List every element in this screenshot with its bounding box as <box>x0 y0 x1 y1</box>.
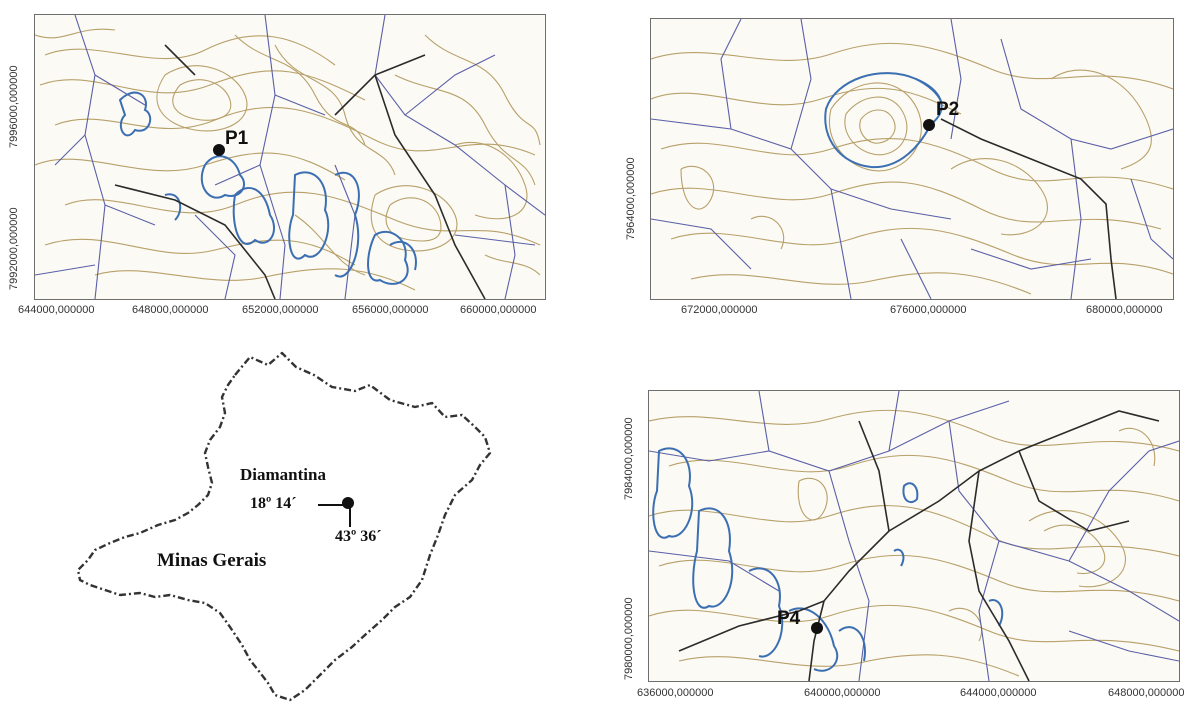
state-label: Minas Gerais <box>157 550 267 571</box>
map-p2-x-tick: 680000,000000 <box>1086 304 1163 316</box>
map-panel-p1[interactable]: P1 <box>34 14 546 300</box>
map-p1-y-tick: 7992000,000000 <box>8 207 20 290</box>
map-panel-p4[interactable]: P4 <box>648 390 1180 682</box>
map-p1-x-tick: 652000,000000 <box>242 304 319 316</box>
map-p4-x-tick: 644000,000000 <box>960 687 1037 699</box>
map-panel-p2[interactable]: P2 <box>650 18 1174 300</box>
state-outline-map <box>76 351 492 702</box>
road-network <box>940 118 1117 299</box>
map-p2-point-label: P2 <box>936 99 960 120</box>
drainage-network <box>35 15 545 299</box>
map-p1-canvas <box>35 15 545 299</box>
longitude-label: 43º 36´ <box>335 528 382 545</box>
map-p4-x-tick: 640000,000000 <box>804 687 881 699</box>
map-p4-location-marker <box>811 622 823 634</box>
map-p2-x-tick: 672000,000000 <box>681 304 758 316</box>
road-network <box>114 44 486 299</box>
map-p2-location-marker <box>923 119 935 131</box>
lake-margin <box>824 72 943 169</box>
map-p1-x-tick: 644000,000000 <box>18 304 95 316</box>
diamantina-marker <box>342 497 354 509</box>
drainage-network <box>649 391 1179 681</box>
contour-lines <box>35 28 541 291</box>
map-p1-point-label: P1 <box>225 128 249 149</box>
map-p4-point-label: P4 <box>777 608 801 629</box>
map-p1-x-tick: 660000,000000 <box>460 304 537 316</box>
city-label: Diamantina <box>240 465 326 484</box>
road-network <box>678 410 1160 681</box>
map-p1-x-tick: 656000,000000 <box>352 304 429 316</box>
drainage-network <box>651 19 1173 299</box>
latitude-label: 18º 14´ <box>250 495 297 512</box>
contour-lines <box>651 42 1173 295</box>
map-p2-y-tick: 7964000,000000 <box>625 157 637 240</box>
map-p1-location-marker <box>213 144 225 156</box>
map-p2-x-tick: 676000,000000 <box>890 304 967 316</box>
map-p4-y-tick: 7984000,000000 <box>623 417 635 500</box>
map-p1-y-tick: 7996000,000000 <box>8 65 20 148</box>
map-p2-canvas <box>651 19 1173 299</box>
map-p4-x-tick: 636000,000000 <box>637 687 714 699</box>
contour-lines <box>649 409 1179 677</box>
river-margins <box>652 447 1004 672</box>
map-p1-x-tick: 648000,000000 <box>132 304 209 316</box>
river-margins <box>118 91 417 285</box>
map-p4-canvas <box>649 391 1179 681</box>
map-p4-y-tick: 7980000,000000 <box>623 597 635 680</box>
map-p4-x-tick: 648000,000000 <box>1108 687 1185 699</box>
state-border <box>76 351 492 702</box>
